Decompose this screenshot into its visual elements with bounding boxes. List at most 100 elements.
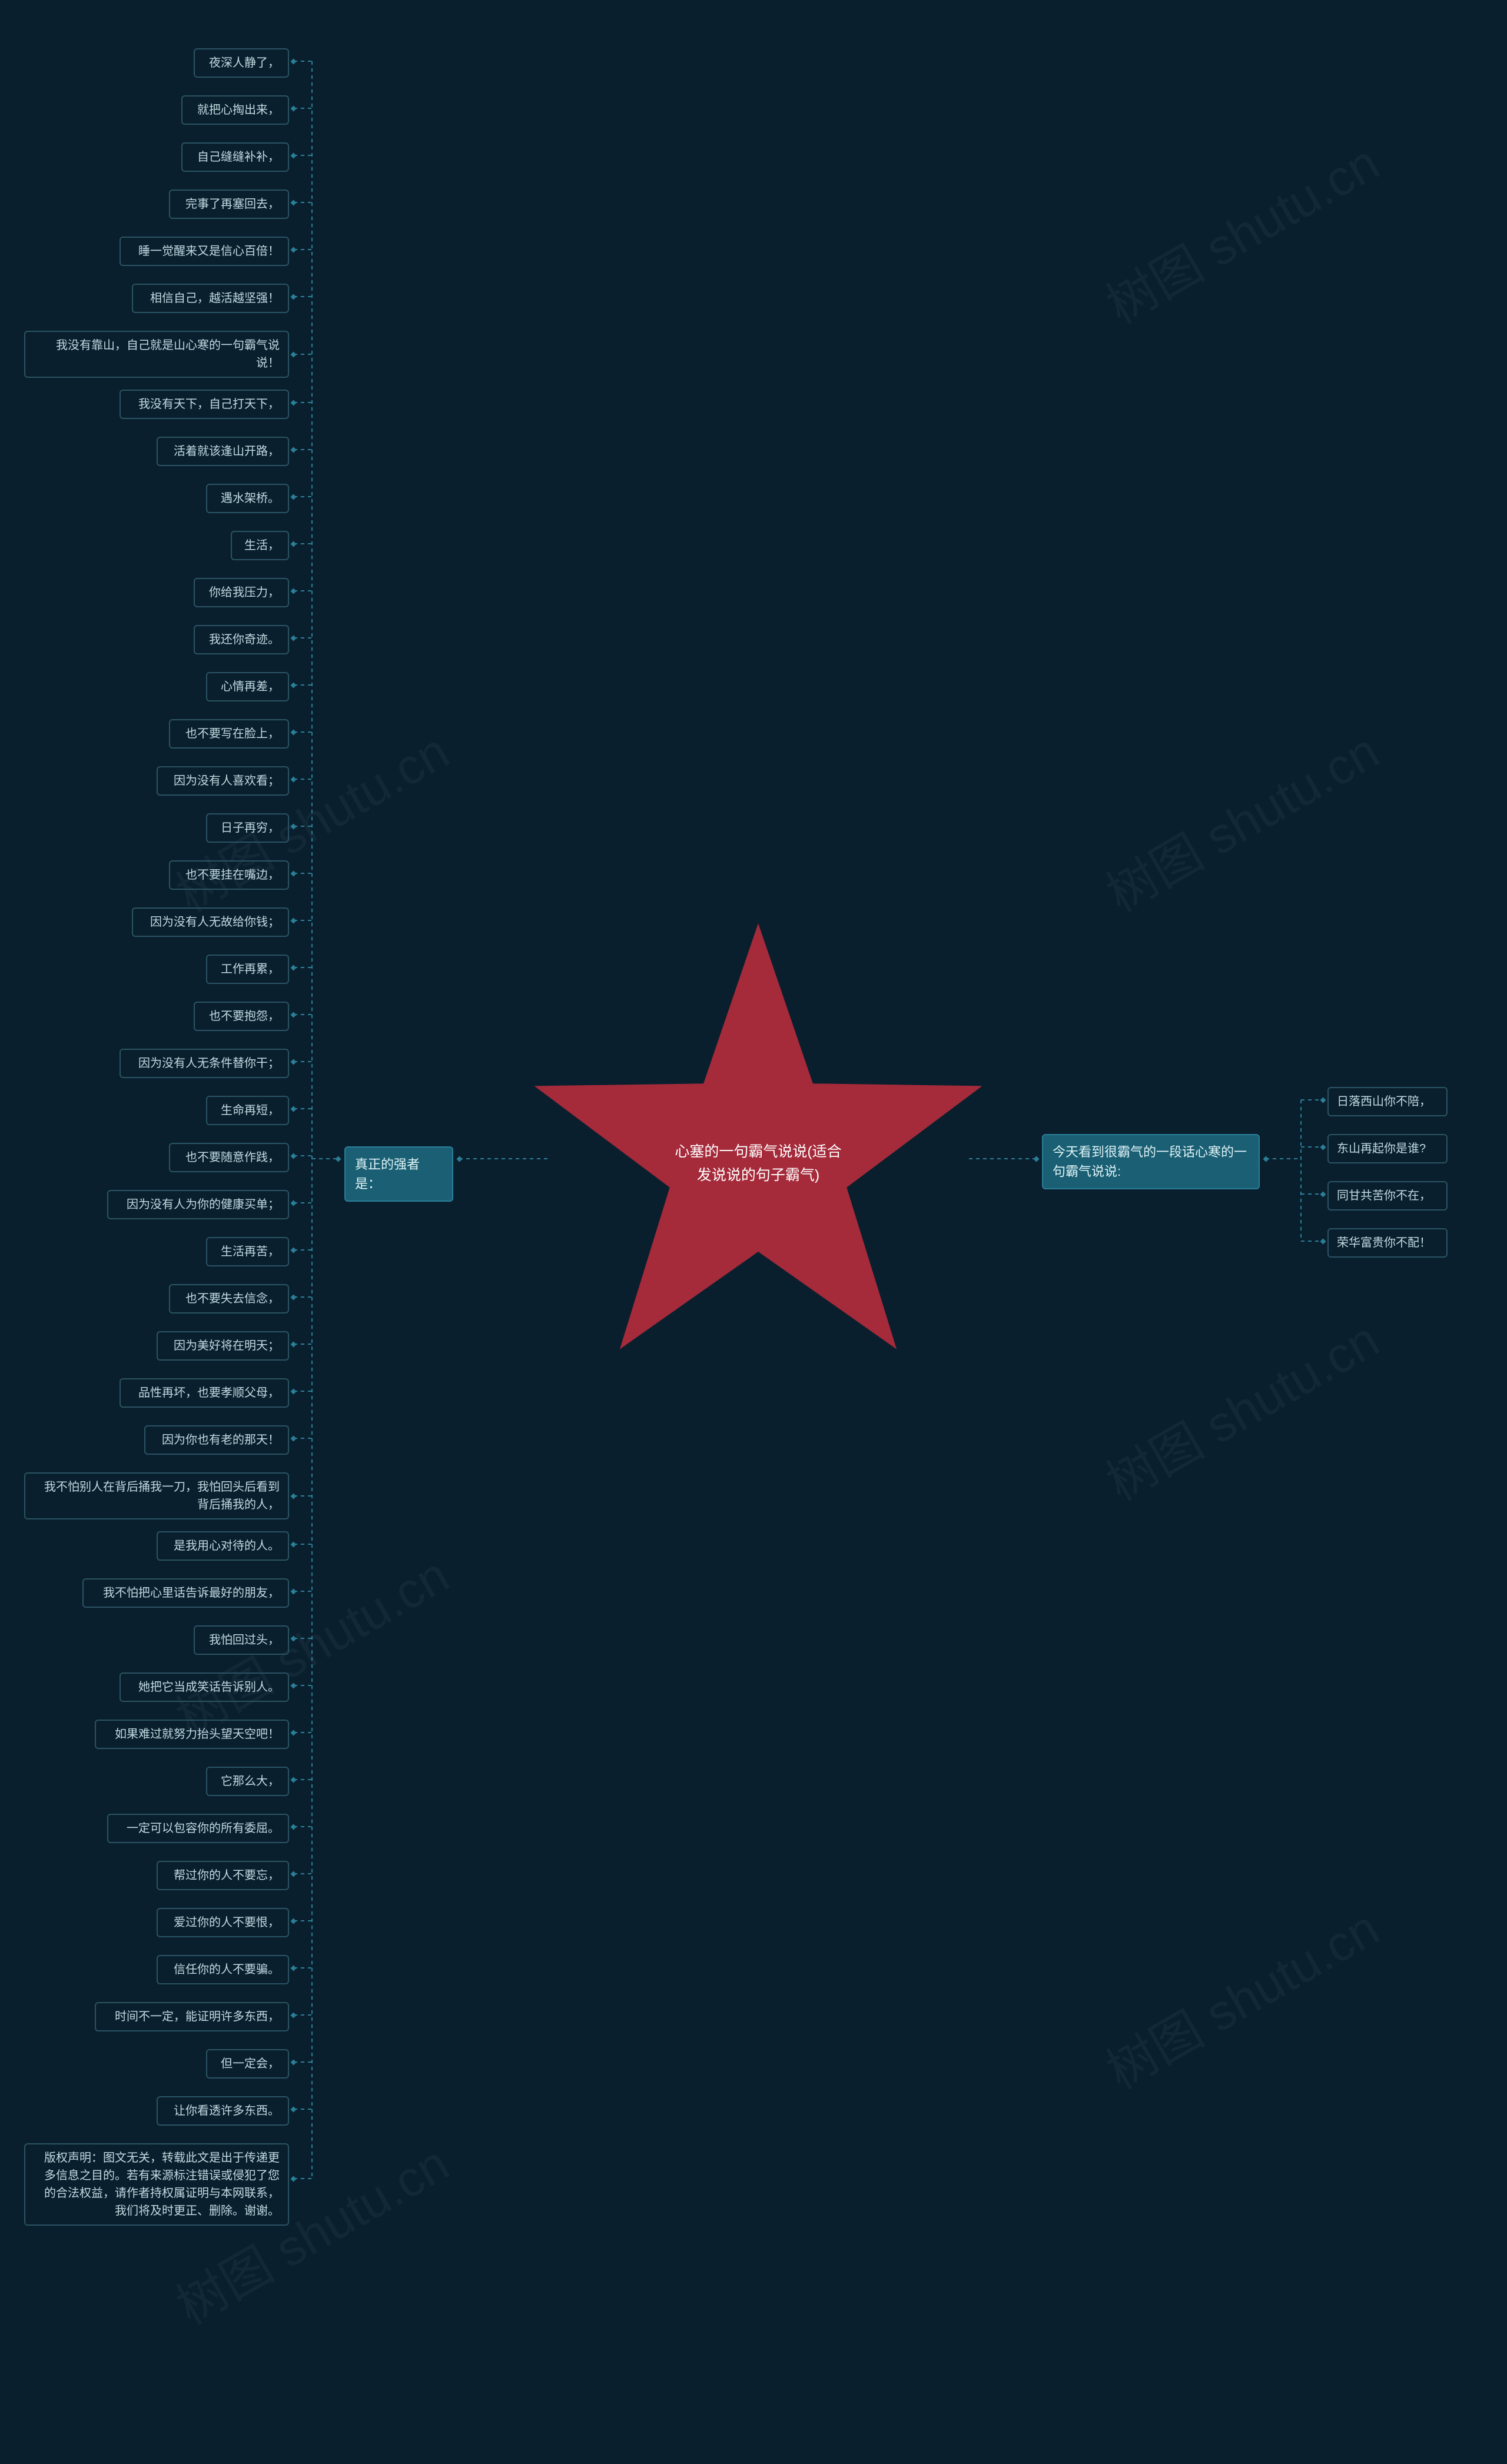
connector-anchor bbox=[291, 2012, 297, 2018]
leaf-node[interactable]: 生活再苦， bbox=[206, 1237, 289, 1266]
leaf-node[interactable]: 但一定会， bbox=[206, 2049, 289, 2079]
right-branch-node[interactable]: 今天看到很霸气的一段话心寒的一句霸气说说: bbox=[1042, 1134, 1260, 1189]
connector-anchor bbox=[291, 1341, 297, 1347]
leaf-node[interactable]: 自己缝缝补补， bbox=[181, 142, 289, 172]
leaf-node[interactable]: 也不要抱怨， bbox=[194, 1002, 289, 1031]
connector-anchor bbox=[291, 1200, 297, 1206]
connector-anchor bbox=[291, 588, 297, 594]
leaf-node[interactable]: 心情再差， bbox=[206, 672, 289, 701]
connector-anchor bbox=[291, 1918, 297, 1924]
connector-anchor bbox=[291, 494, 297, 500]
leaf-node[interactable]: 爱过你的人不要恨， bbox=[157, 1908, 289, 1937]
leaf-node[interactable]: 生活， bbox=[231, 531, 289, 560]
leaf-node[interactable]: 东山再起你是谁? bbox=[1327, 1134, 1448, 1163]
leaf-node[interactable]: 夜深人静了， bbox=[194, 48, 289, 78]
connector-anchor bbox=[291, 1153, 297, 1159]
right-branch-label: 今天看到很霸气的一段话心寒的一句霸气说说: bbox=[1053, 1145, 1247, 1179]
connector-anchor bbox=[291, 152, 297, 158]
leaf-node[interactable]: 因为没有人喜欢看； bbox=[157, 766, 289, 796]
leaf-node[interactable]: 它那么大， bbox=[206, 1767, 289, 1796]
leaf-node[interactable]: 我没有天下，自己打天下， bbox=[120, 390, 289, 419]
connector-anchor bbox=[291, 682, 297, 688]
leaf-node[interactable]: 信任你的人不要骗。 bbox=[157, 1955, 289, 1984]
leaf-node[interactable]: 日落西山你不陪， bbox=[1327, 1087, 1448, 1116]
leaf-node[interactable]: 日子再穷， bbox=[206, 813, 289, 843]
connector-anchor bbox=[291, 2106, 297, 2112]
leaf-node[interactable]: 也不要写在脸上， bbox=[169, 719, 289, 749]
connector-anchor bbox=[291, 351, 297, 357]
connector-anchor bbox=[291, 1541, 297, 1547]
watermark-text: 树图 shutu.cn bbox=[1091, 712, 1390, 926]
leaf-node[interactable]: 因为没有人无条件替你干； bbox=[120, 1049, 289, 1078]
leaf-node[interactable]: 版权声明：图文无关，转载此文是出于传递更多信息之目的。若有来源标注错误或侵犯了您… bbox=[24, 2143, 289, 2226]
connector-anchor bbox=[291, 1588, 297, 1594]
leaf-node[interactable]: 一定可以包容你的所有委屈。 bbox=[107, 1814, 289, 1843]
connector-anchor bbox=[291, 823, 297, 829]
leaf-node[interactable]: 活着就该逢山开路， bbox=[157, 437, 289, 466]
leaf-node[interactable]: 我没有靠山，自己就是山心寒的一句霸气说说！ bbox=[24, 331, 289, 378]
leaf-node[interactable]: 生命再短， bbox=[206, 1096, 289, 1125]
connector-anchor bbox=[291, 1059, 297, 1065]
center-title-line2: 发说说的句子霸气) bbox=[697, 1167, 819, 1183]
leaf-node[interactable]: 是我用心对待的人。 bbox=[157, 1531, 289, 1561]
leaf-node[interactable]: 我怕回过头， bbox=[194, 1625, 289, 1655]
leaf-node[interactable]: 睡一觉醒来又是信心百倍！ bbox=[120, 237, 289, 266]
leaf-node[interactable]: 也不要挂在嘴边， bbox=[169, 860, 289, 890]
connector-anchor bbox=[291, 1294, 297, 1300]
connector-anchor bbox=[291, 1635, 297, 1641]
leaf-node[interactable]: 你给我压力， bbox=[194, 578, 289, 607]
connector-anchor bbox=[1320, 1191, 1326, 1197]
watermark-text: 树图 shutu.cn bbox=[1091, 1301, 1390, 1515]
connector-anchor bbox=[291, 294, 297, 300]
center-title-line1: 心塞的一句霸气说说(适合 bbox=[675, 1143, 841, 1160]
leaf-node[interactable]: 时间不一定，能证明许多东西， bbox=[95, 2002, 289, 2031]
leaf-node[interactable]: 品性再坏，也要孝顺父母， bbox=[120, 1378, 289, 1408]
connector-anchor bbox=[291, 105, 297, 111]
leaf-node[interactable]: 让你看透许多东西。 bbox=[157, 2096, 289, 2126]
leaf-node[interactable]: 也不要失去信念， bbox=[169, 1284, 289, 1314]
leaf-node[interactable]: 遇水架桥。 bbox=[206, 484, 289, 513]
connector-anchor bbox=[291, 870, 297, 876]
connector-anchor bbox=[291, 1435, 297, 1441]
connector-anchor bbox=[291, 1824, 297, 1830]
center-star: 心塞的一句霸气说说(适合 发说说的句子霸气) bbox=[523, 923, 994, 1394]
connector-anchor bbox=[291, 199, 297, 205]
leaf-node[interactable]: 我不怕别人在背后捅我一刀，我怕回头后看到背后捅我的人， bbox=[24, 1472, 289, 1519]
leaf-node[interactable]: 帮过你的人不要忘， bbox=[157, 1861, 289, 1890]
left-branch-label: 真正的强者是： bbox=[355, 1157, 420, 1191]
connector-anchor bbox=[291, 58, 297, 64]
leaf-node[interactable]: 因为没有人为你的健康买单； bbox=[107, 1190, 289, 1219]
connector-anchor bbox=[291, 1388, 297, 1394]
connector-anchor bbox=[1320, 1238, 1326, 1244]
leaf-node[interactable]: 因为你也有老的那天！ bbox=[144, 1425, 289, 1455]
center-title: 心塞的一句霸气说说(适合 发说说的句子霸气) bbox=[670, 1140, 847, 1187]
leaf-node[interactable]: 相信自己，越活越坚强！ bbox=[132, 284, 289, 313]
connector-anchor bbox=[291, 400, 297, 405]
connector-anchor bbox=[291, 1106, 297, 1112]
leaf-node[interactable]: 她把它当成笑话告诉别人。 bbox=[120, 1672, 289, 1702]
connector-anchor bbox=[291, 1493, 297, 1499]
watermark-text: 树图 shutu.cn bbox=[1091, 1889, 1390, 2103]
connector-anchor bbox=[291, 447, 297, 453]
leaf-node[interactable]: 我不怕把心里话告诉最好的朋友， bbox=[82, 1578, 289, 1608]
connector-anchor bbox=[1263, 1156, 1269, 1162]
leaf-node[interactable]: 因为没有人无故给你钱； bbox=[132, 907, 289, 937]
connector-anchor bbox=[291, 1871, 297, 1877]
connector-anchor bbox=[456, 1156, 462, 1162]
connector-anchor bbox=[291, 1012, 297, 1017]
leaf-node[interactable]: 完事了再塞回去， bbox=[169, 189, 289, 219]
connector-anchor bbox=[335, 1156, 341, 1162]
connector-anchor bbox=[291, 541, 297, 547]
leaf-node[interactable]: 就把心掏出来， bbox=[181, 95, 289, 125]
leaf-node[interactable]: 工作再累， bbox=[206, 955, 289, 984]
connector-anchor bbox=[291, 1777, 297, 1783]
leaf-node[interactable]: 同甘共苦你不在， bbox=[1327, 1181, 1448, 1211]
connector-anchor bbox=[291, 2176, 297, 2182]
leaf-node[interactable]: 荣华富贵你不配！ bbox=[1327, 1228, 1448, 1258]
leaf-node[interactable]: 如果难过就努力抬头望天空吧！ bbox=[95, 1720, 289, 1749]
connector-anchor bbox=[1033, 1156, 1039, 1162]
leaf-node[interactable]: 也不要随意作践， bbox=[169, 1143, 289, 1172]
leaf-node[interactable]: 因为美好将在明天； bbox=[157, 1331, 289, 1361]
leaf-node[interactable]: 我还你奇迹。 bbox=[194, 625, 289, 654]
left-branch-node[interactable]: 真正的强者是： bbox=[344, 1146, 453, 1202]
